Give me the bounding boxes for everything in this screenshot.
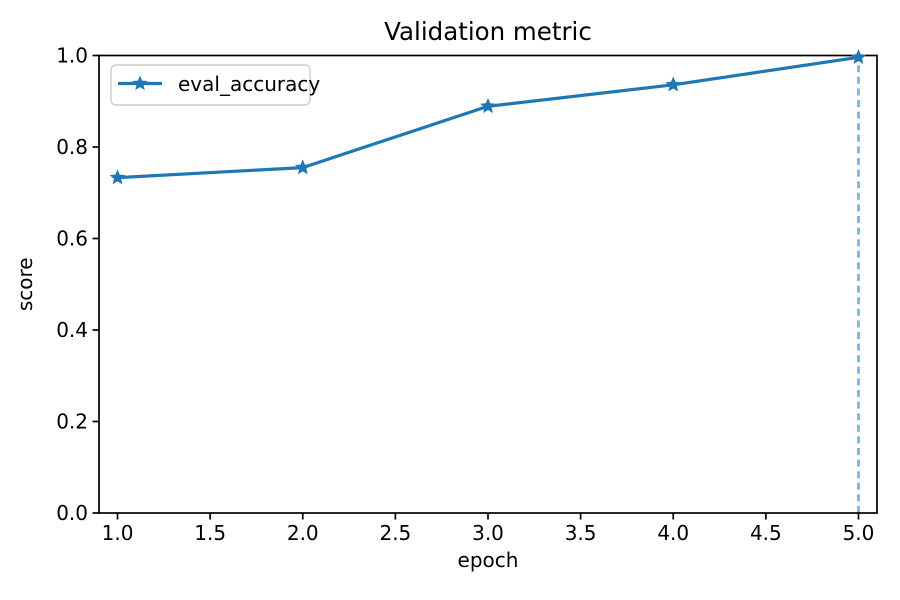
legend: eval_accuracy: [110, 64, 320, 106]
y-tick-label: 0.6: [56, 227, 88, 251]
plot-border: [98, 54, 878, 514]
y-tick-label: 0.4: [56, 318, 88, 342]
legend-star-icon: [132, 75, 148, 90]
chart-title: Validation metric: [384, 17, 592, 46]
y-tick-label: 0.8: [56, 135, 88, 159]
legend-box: [110, 64, 311, 106]
x-tick-label: 2.0: [287, 521, 319, 545]
x-tick-label: 3.5: [565, 521, 597, 545]
x-tick-label: 4.0: [657, 521, 689, 545]
data-point-star-marker: [109, 169, 126, 185]
data-point-star-marker: [665, 76, 682, 92]
legend-label: eval_accuracy: [178, 72, 320, 96]
y-axis-label: score: [13, 257, 37, 311]
y-tick-label: 0.0: [56, 501, 88, 525]
x-tick-label: 1.0: [102, 521, 134, 545]
data-point-star-marker: [294, 159, 311, 175]
x-tick-label: 3.0: [472, 521, 504, 545]
x-tick-label: 4.5: [750, 521, 782, 545]
y-tick-label: 1.0: [56, 44, 88, 68]
x-tick-label: 1.5: [194, 521, 226, 545]
data-point-star-marker: [850, 49, 867, 65]
y-tick-label: 0.2: [56, 410, 88, 434]
data-point-star-marker: [480, 97, 496, 113]
x-tick-label: 2.5: [379, 521, 411, 545]
x-axis-label: epoch: [458, 548, 519, 572]
x-tick-label: 5.0: [843, 521, 875, 545]
